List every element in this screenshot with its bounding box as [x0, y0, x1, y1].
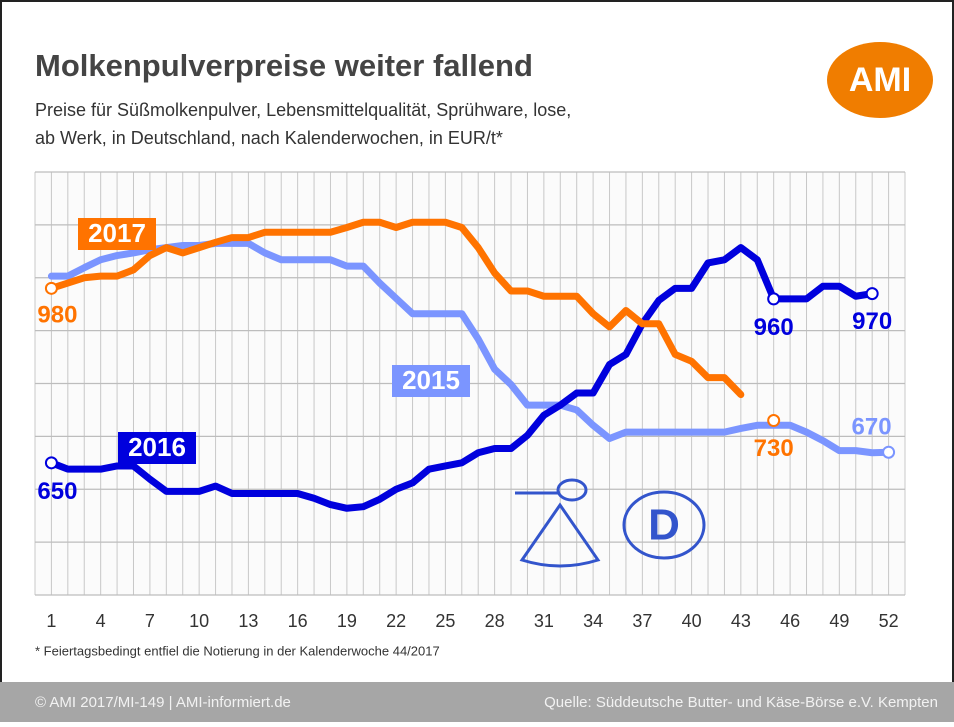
data-label: 670: [852, 414, 892, 441]
title: Molkenpulverpreise weiter fallend: [35, 48, 533, 83]
footer-right: Quelle: Süddeutsche Butter- und Käse-Bör…: [544, 694, 938, 711]
x-tick-label: 46: [780, 611, 800, 631]
x-tick-label: 28: [485, 611, 505, 631]
x-tick-label: 34: [583, 611, 603, 631]
series-line: [47, 244, 876, 512]
legend-label: 2015: [402, 365, 460, 395]
data-label: 980: [37, 302, 77, 329]
point-marker: [865, 287, 879, 301]
footer-left: © AMI 2017/MI-149 | AMI-informiert.de: [35, 694, 291, 711]
legend-box: [78, 218, 156, 250]
x-tick-label: 7: [145, 611, 155, 631]
logo: [827, 42, 933, 118]
x-tick-label: 1: [46, 611, 56, 631]
x-tick-label: 10: [189, 611, 209, 631]
data-label: 960: [754, 314, 794, 341]
x-tick-label: 19: [337, 611, 357, 631]
point-marker: [767, 414, 781, 428]
footnote: * Feiertagsbedingt entfiel die Notierung…: [35, 643, 440, 658]
point-marker: [882, 445, 896, 459]
x-tick-label: 37: [632, 611, 652, 631]
x-tick-label: 49: [829, 611, 849, 631]
grid: [34, 171, 906, 596]
x-tick-label: 25: [435, 611, 455, 631]
x-tick-label: 40: [682, 611, 702, 631]
point-marker: [44, 281, 58, 295]
x-tick-label: 22: [386, 611, 406, 631]
legend-box: [392, 365, 470, 397]
x-tick-label: 52: [879, 611, 899, 631]
icon-d: D: [648, 501, 680, 550]
x-tick-label: 13: [238, 611, 258, 631]
data-label: 970: [852, 308, 892, 335]
legend-box: [118, 432, 196, 464]
subtitle-line: ab Werk, in Deutschland, nach Kalenderwo…: [35, 128, 503, 148]
x-tick-label: 43: [731, 611, 751, 631]
footer-bar: [0, 682, 954, 722]
x-tick-label: 16: [288, 611, 308, 631]
icon-d-circle: [622, 490, 706, 560]
plot: 1 4 7 10 13 16 19 22 25 28 31 34 37 40 43 46 49 52 980 650 9…: [37, 218, 899, 631]
series-line: [47, 239, 893, 457]
data-label: 650: [37, 478, 77, 505]
logo-text: AMI: [849, 61, 911, 99]
subtitle-line: Preise für Süßmolkenpulver, Lebensmittel…: [35, 100, 571, 120]
legend-label: 2017: [88, 218, 146, 248]
icon-scoop: [556, 478, 588, 502]
data-label: 730: [754, 435, 794, 462]
icon-pile: [519, 502, 601, 568]
legend-label: 2016: [128, 432, 186, 462]
icons: D: [515, 478, 706, 568]
point-marker: [44, 456, 58, 470]
x-tick-label: 31: [534, 611, 554, 631]
point-marker: [767, 292, 781, 306]
x-tick-label: 4: [96, 611, 106, 631]
